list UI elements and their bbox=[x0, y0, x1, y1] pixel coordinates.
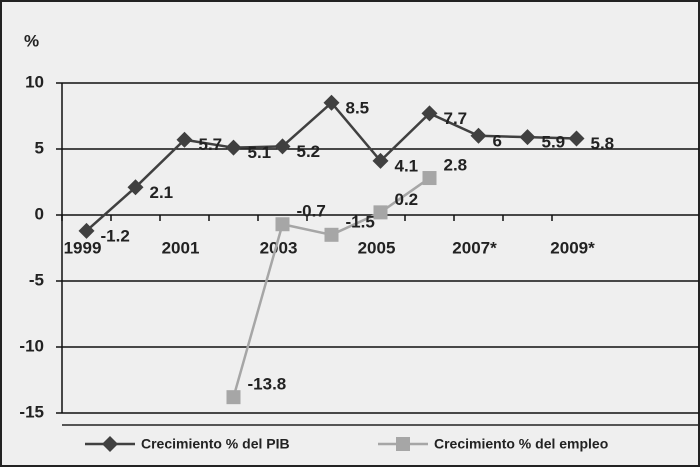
marker bbox=[102, 436, 118, 452]
series-line bbox=[85, 101, 577, 232]
legend-label: Crecimiento % del PIB bbox=[141, 436, 290, 452]
y-tick-label: -10 bbox=[19, 336, 44, 355]
marker bbox=[519, 129, 536, 146]
data-label: 5.7 bbox=[199, 135, 223, 154]
marker bbox=[275, 217, 290, 232]
marker bbox=[421, 105, 438, 122]
marker bbox=[396, 437, 410, 451]
marker bbox=[274, 138, 291, 155]
y-tick-label: 10 bbox=[25, 72, 44, 91]
data-label: -0.7 bbox=[297, 202, 326, 221]
marker bbox=[323, 94, 340, 111]
data-label: 2.1 bbox=[150, 183, 174, 202]
data-label: 4.1 bbox=[395, 156, 419, 175]
y-tick-label: -15 bbox=[19, 402, 44, 421]
marker bbox=[568, 130, 585, 147]
data-label: 5.8 bbox=[591, 134, 615, 153]
data-label: 5.9 bbox=[542, 133, 566, 152]
data-label: 6 bbox=[493, 131, 502, 150]
data-label: -1.5 bbox=[346, 212, 375, 231]
data-label: -1.2 bbox=[101, 226, 130, 245]
marker bbox=[422, 171, 437, 186]
y-axis-label: % bbox=[24, 31, 39, 50]
legend-label: Crecimiento % del empleo bbox=[434, 436, 608, 452]
data-label: -13.8 bbox=[248, 375, 287, 394]
series-line bbox=[232, 177, 431, 398]
marker bbox=[176, 131, 193, 148]
data-label: 0.2 bbox=[395, 190, 419, 209]
marker bbox=[373, 205, 388, 220]
y-tick-label: 0 bbox=[35, 204, 44, 223]
marker bbox=[470, 127, 487, 144]
x-tick-label: 2001 bbox=[162, 238, 200, 257]
x-tick-label: 2005 bbox=[358, 238, 396, 257]
x-tick-label: 2009* bbox=[550, 238, 595, 257]
marker bbox=[372, 152, 389, 169]
y-tick-label: 5 bbox=[35, 138, 44, 157]
x-tick-label: 1999 bbox=[64, 238, 102, 257]
x-tick-label: 2007* bbox=[452, 238, 497, 257]
marker bbox=[226, 390, 241, 405]
data-label: 5.1 bbox=[248, 143, 272, 162]
data-label: 2.8 bbox=[444, 156, 468, 175]
marker bbox=[225, 139, 242, 156]
data-label: 7.7 bbox=[444, 109, 468, 128]
x-tick-label: 2003 bbox=[260, 238, 298, 257]
marker bbox=[127, 179, 144, 196]
data-label: 8.5 bbox=[346, 98, 370, 117]
marker bbox=[78, 222, 95, 239]
y-tick-label: -5 bbox=[29, 270, 44, 289]
data-label: 5.2 bbox=[297, 142, 321, 161]
marker bbox=[324, 227, 339, 242]
